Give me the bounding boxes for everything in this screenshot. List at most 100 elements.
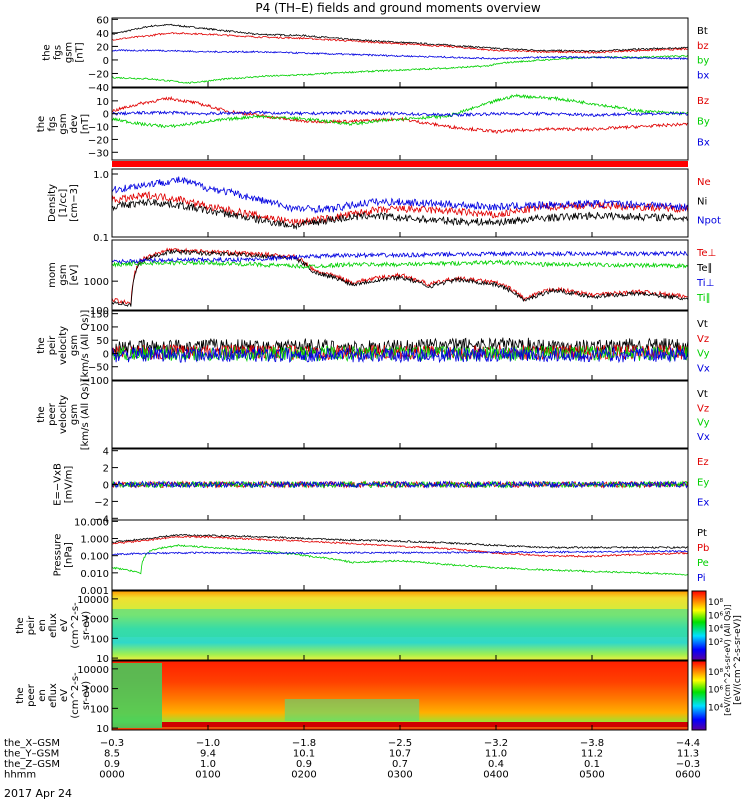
ytick-label: −10 [88, 123, 109, 134]
ylabel-line: eflux [48, 683, 59, 708]
legend-Bx: Bx [697, 137, 710, 148]
ylabel-line: peir [47, 335, 58, 355]
date-label: 2017 Apr 24 [4, 787, 72, 800]
panel-fgs-gsm: 60 40 20 0 −20 −40 thefgsgsm[nT] Bt bz by bx [42, 15, 710, 94]
ytick-label: 1.0 [93, 170, 109, 181]
colorbar-tick: 10⁴ [708, 703, 723, 713]
legend-Te⊥: Te⊥ [696, 248, 716, 259]
ylabel-line: eV [59, 689, 70, 702]
xaxis-value: −1.8 [292, 738, 316, 749]
xaxis-value: 0.9 [296, 759, 312, 770]
ytick-label: 10 [96, 654, 109, 665]
ylabel-line: the [42, 44, 53, 60]
ylabel-line: (cm^2-s- [70, 602, 81, 649]
xaxis-row-label: the_X–GSM [4, 738, 60, 749]
ylabel-line: eV [59, 619, 70, 632]
electron-mid-band [284, 699, 420, 721]
legend-Ey: Ey [697, 477, 709, 488]
ylabel-line: velocity [58, 326, 69, 365]
ytick-label: 1000 [84, 277, 109, 288]
xaxis-value: 10.1 [293, 749, 315, 760]
ytick-label: −4 [94, 514, 109, 525]
panel-electron-spectrogram: 10000 1000 100 10 thepeerenefluxeV(cm^2-s-sr… [15, 660, 689, 735]
series-pressure-Pt [111, 533, 689, 549]
ytick-label: 2 [103, 464, 109, 475]
legend-Vt: Vt [697, 319, 708, 330]
colorbar-tick: 10⁴ [708, 625, 723, 635]
ylabel-line: sr-eV) [81, 611, 92, 640]
ylabel-line: gsm [69, 404, 80, 425]
legend-Pe: Pe [697, 558, 709, 569]
xaxis-value: −0.3 [676, 759, 700, 770]
fgs-gsm-dev-ylabel: thefgsgsmdev[nT] [36, 113, 91, 134]
xaxis-value: −3.2 [484, 738, 508, 749]
colorbar-tick: 10⁶ [708, 611, 723, 621]
colorbar-tick: 10² [708, 638, 723, 648]
xaxis-value: −1.0 [196, 738, 220, 749]
legend-Ne: Ne [697, 177, 711, 188]
ion-mid-band [112, 609, 688, 637]
legend-bx: bx [697, 70, 709, 81]
legend-Ti∥: Ti∥ [696, 293, 711, 304]
ytick-label: 0 [103, 110, 109, 121]
xaxis-row-label: hhmm [4, 770, 36, 781]
ytick-label: 100 [90, 323, 109, 334]
ytick-label: 20 [96, 42, 109, 53]
ylabel-line: E=−VxB [53, 463, 64, 506]
ytick-label: 60 [96, 15, 109, 26]
series-temperature-Ti∥ [111, 259, 689, 270]
colorbar-tick: 10⁶ [708, 686, 723, 696]
ylabel-line: peer [26, 683, 37, 707]
legend-Vy: Vy [697, 418, 710, 429]
colorbar-tick: 10⁸ [708, 598, 723, 608]
series-fgs-gsm-bz [111, 32, 689, 54]
series-pressure-Pi [112, 549, 688, 556]
ylabel-line: [nPa] [64, 542, 75, 568]
ytick-label: 0 [103, 56, 109, 67]
ytick-label: 150 [90, 310, 109, 321]
temperature-ylabel: momgsm[eV] [47, 262, 80, 288]
ytick-label: −100 [82, 376, 109, 387]
series-temperature-Te∥ [111, 248, 689, 307]
ylabel-line: [km/s (All Qs)] [80, 310, 91, 382]
velocity-i-ylabel: thepeirvelocitygsm[km/s (All Qs)] [36, 310, 91, 382]
ytick-label: 10000 [77, 595, 109, 606]
ylabel-line: Density [47, 184, 58, 222]
ylabel-line: [nT] [75, 42, 86, 62]
panel-efield: 4 2 0 −2 −4 E=−VxB[mV/m] Ez Ey Ex [53, 447, 710, 526]
series-fgs-gsm-bx [111, 49, 689, 61]
ylabel-line: the [15, 687, 26, 703]
ytick-label: 0.010 [80, 569, 109, 580]
legend-by: by [697, 56, 709, 67]
series-velocity-i-Vx [111, 345, 689, 364]
colorbar-ion [691, 590, 707, 661]
xaxis-value: 0100 [195, 770, 220, 781]
ion-spectrogram-ylabel: thepeirenefluxeV(cm^2-s-sr-eV) [15, 602, 92, 649]
ytick-label: −20 [88, 69, 109, 80]
xaxis-value: 0400 [483, 770, 508, 781]
panel-velocity-e: thepeervelocitygsm[km/s (All Qs)] Vt Vz Vy V… [36, 379, 710, 451]
efield-ylabel: E=−VxB[mV/m] [53, 463, 75, 506]
legend-Te∥: Te∥ [696, 263, 713, 274]
ytick-label: −2 [94, 497, 109, 508]
ylabel-line: [eV] [69, 265, 80, 286]
ylabel-line: [1/cc] [58, 189, 69, 218]
ytick-label: 0.1 [93, 233, 109, 244]
pressure-ylabel: Pressure[nPa] [53, 534, 75, 577]
ylabel-line: the [15, 617, 26, 633]
ytick-label: −50 [88, 363, 109, 374]
legend-Vz: Vz [697, 403, 709, 414]
xaxis-value: 11.0 [485, 749, 507, 760]
legend-Bz: Bz [697, 96, 709, 107]
legend-Vy: Vy [697, 349, 710, 360]
ytick-label: 100 [90, 306, 109, 317]
legend-Npot: Npot [697, 216, 721, 227]
series-pressure-Pb [112, 535, 689, 558]
xaxis-value: −0.3 [100, 738, 124, 749]
ylabel-line: the [36, 116, 47, 132]
electron-low-band [112, 663, 162, 728]
legend-Vx: Vx [697, 363, 710, 374]
ytick-label: 1000 [84, 615, 109, 626]
series-pressure-Pe [111, 544, 689, 576]
ylabel-line: [km/s (All Qs)] [80, 379, 91, 451]
